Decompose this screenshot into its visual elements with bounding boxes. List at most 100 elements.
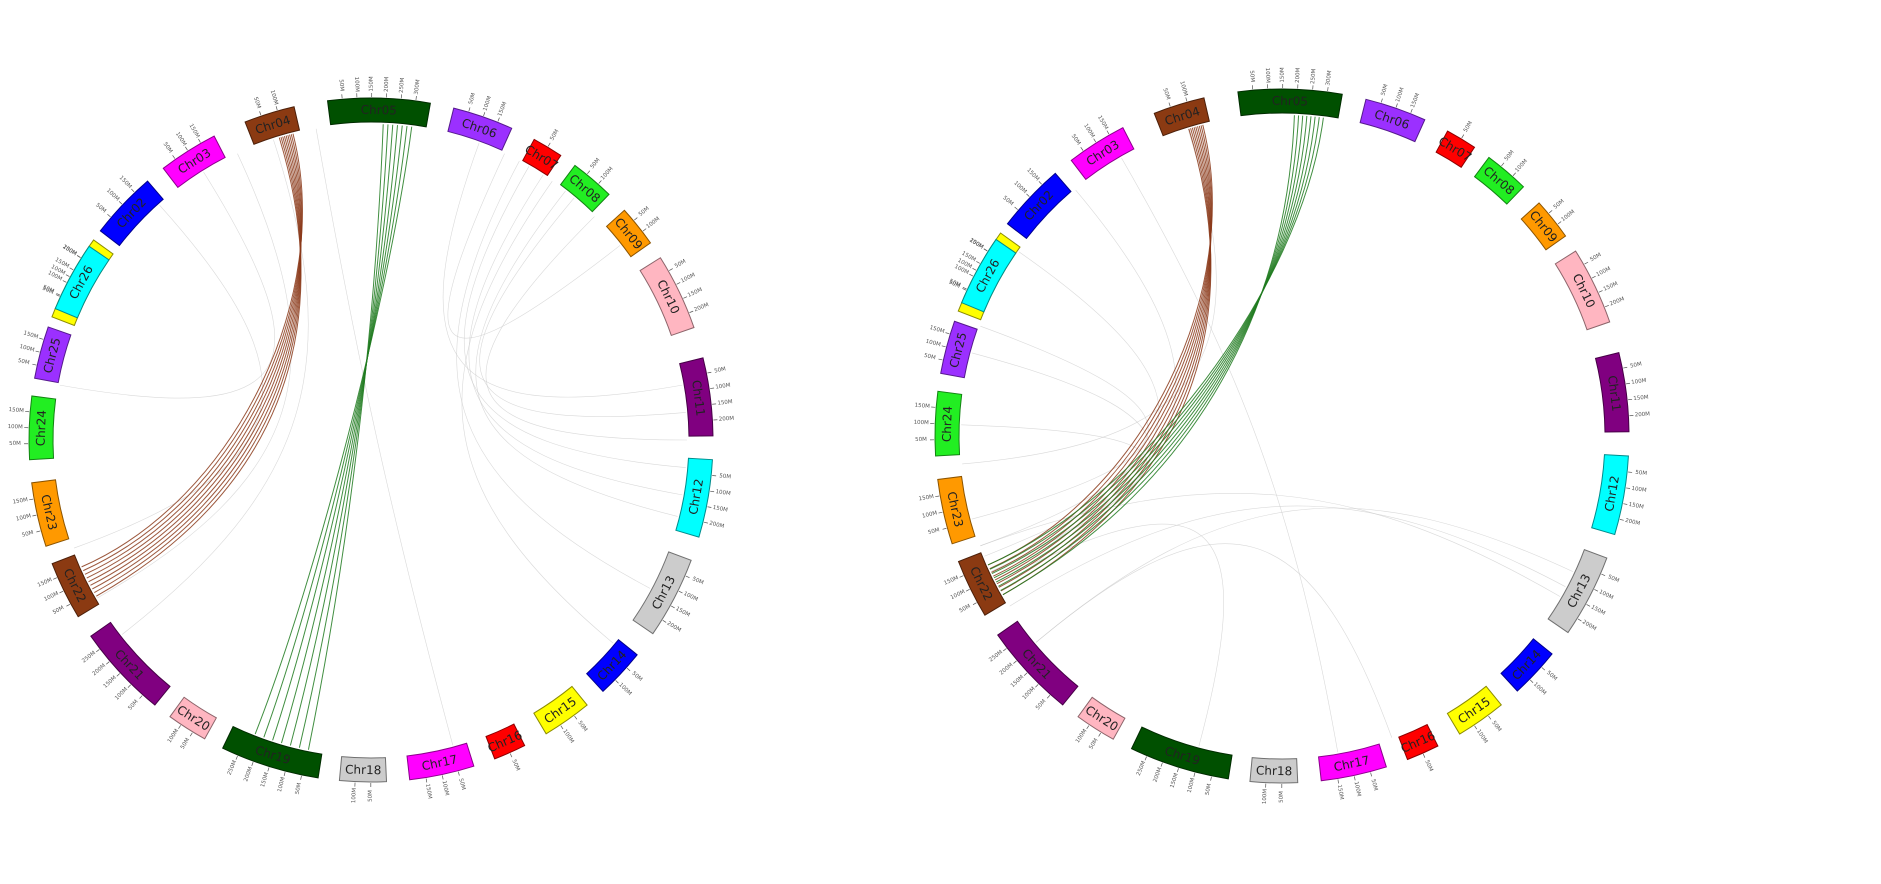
synteny-link bbox=[1002, 115, 1295, 596]
tick-mark bbox=[56, 293, 61, 296]
tick-label: 150M bbox=[103, 675, 118, 690]
tick-mark bbox=[1370, 772, 1372, 777]
tick-mark bbox=[685, 575, 690, 579]
tick-mark bbox=[683, 296, 688, 299]
chromosome-chr12: Chr12 50M 100M 150M 200M bbox=[1591, 454, 1647, 536]
tick-label: 200M bbox=[61, 244, 77, 257]
faint-link bbox=[121, 139, 309, 635]
tick-mark bbox=[1512, 172, 1516, 176]
tick-label: 200M bbox=[999, 662, 1015, 677]
faint-link bbox=[1009, 505, 1566, 607]
tick-label: 100M bbox=[174, 131, 187, 147]
faint-links bbox=[59, 128, 688, 746]
synteny-link bbox=[86, 135, 302, 579]
synteny-link bbox=[272, 125, 403, 741]
tick-label: 250M bbox=[1310, 68, 1317, 84]
tick-mark bbox=[642, 228, 647, 232]
tick-mark bbox=[32, 514, 37, 517]
tick-label: 150M bbox=[717, 399, 733, 407]
tick-label: 100M bbox=[16, 513, 32, 522]
tick-label: 150M bbox=[37, 577, 54, 589]
tick-mark bbox=[587, 170, 591, 175]
tick-mark bbox=[118, 201, 123, 205]
chromosome-band bbox=[1435, 130, 1476, 168]
tick-mark bbox=[267, 767, 270, 772]
tick-label: 100M bbox=[1178, 81, 1188, 98]
tick-label: 150M bbox=[687, 287, 704, 299]
synteny-link bbox=[92, 136, 302, 590]
synteny-link bbox=[991, 116, 1316, 574]
tick-label: 200M bbox=[92, 663, 108, 678]
tick-label: 100M bbox=[1264, 68, 1271, 84]
chromosome-label: Chr11 bbox=[689, 379, 707, 417]
tick-mark bbox=[1395, 103, 1398, 108]
tick-mark bbox=[29, 498, 34, 501]
tick-label: 50M bbox=[1607, 574, 1620, 584]
tick-label: 300M bbox=[414, 79, 422, 95]
tick-mark bbox=[1541, 667, 1546, 671]
link-bundle-chr04-chr22 bbox=[81, 133, 303, 597]
synteny-link bbox=[84, 134, 302, 575]
chromosome-chr11: Chr11 50M 100M 150M 200M bbox=[1594, 352, 1650, 433]
tick-label: 150M bbox=[118, 175, 133, 190]
chromosome-chr18: Chr18 50M 100M bbox=[1249, 757, 1299, 804]
tick-mark bbox=[509, 753, 513, 758]
circos-panel-right: Chr0150M100M150MChr0250M100M150MChr0350M… bbox=[914, 67, 1651, 804]
tick-label: 50M bbox=[1490, 720, 1502, 733]
tick-label: 150M bbox=[369, 76, 375, 92]
chromosome-chr05: Chr05 50M 100M 150M 200M 250M 300M bbox=[1237, 67, 1343, 119]
tick-label: 50M bbox=[1248, 70, 1255, 82]
faint-link bbox=[468, 174, 683, 496]
faint-link bbox=[479, 197, 686, 417]
tick-label: 100M bbox=[617, 682, 632, 697]
tick-label: 300M bbox=[1325, 70, 1333, 86]
tick-label: 150M bbox=[674, 606, 690, 619]
chromosome-band bbox=[522, 138, 562, 177]
chromosome-band bbox=[940, 320, 978, 379]
tick-mark bbox=[1080, 147, 1084, 151]
chromosome-band bbox=[679, 357, 714, 437]
faint-link bbox=[315, 128, 454, 746]
tick-label: 50M bbox=[1589, 252, 1602, 263]
tick-mark bbox=[1488, 715, 1492, 720]
chromosome-band bbox=[1077, 696, 1126, 740]
tick-label: 200M bbox=[968, 237, 984, 250]
chromosome-label: Chr24 bbox=[940, 406, 955, 443]
tick-mark bbox=[669, 268, 673, 271]
tick-label: 100M bbox=[8, 424, 24, 431]
tick-label: 50M bbox=[630, 671, 643, 683]
tick-mark bbox=[127, 684, 131, 688]
tick-mark bbox=[678, 590, 683, 594]
tick-label: 50M bbox=[1370, 779, 1379, 792]
tick-mark bbox=[1160, 762, 1163, 767]
tick-label: 50M bbox=[1463, 120, 1474, 133]
tick-mark bbox=[1410, 108, 1413, 113]
tick-label: 150M bbox=[914, 403, 930, 410]
tick-mark bbox=[707, 506, 712, 508]
tick-mark bbox=[457, 771, 460, 776]
tick-label: 50M bbox=[923, 353, 936, 361]
chromosome-label: Chr11 bbox=[1605, 375, 1623, 413]
tick-mark bbox=[35, 350, 40, 353]
chromosome-label: Chr18 bbox=[1256, 763, 1293, 778]
tick-mark bbox=[634, 217, 638, 221]
tick-mark bbox=[259, 111, 262, 116]
tick-mark bbox=[172, 155, 176, 159]
tick-label: 100M bbox=[682, 591, 699, 603]
synteny-link bbox=[1000, 115, 1300, 591]
tick-label: 50M bbox=[1545, 670, 1558, 682]
tick-label: 100M bbox=[269, 89, 279, 106]
tick-mark bbox=[62, 280, 67, 283]
tick-label: 100M bbox=[715, 489, 731, 497]
tick-mark bbox=[1098, 732, 1101, 737]
chromosome-chr24: Chr24 50M 100M 150M bbox=[8, 395, 57, 461]
tick-mark bbox=[983, 248, 988, 252]
chromosome-chr11: Chr11 50M 100M 150M 200M bbox=[679, 357, 734, 437]
chromosome-band bbox=[937, 475, 976, 545]
tick-mark bbox=[1086, 725, 1090, 730]
